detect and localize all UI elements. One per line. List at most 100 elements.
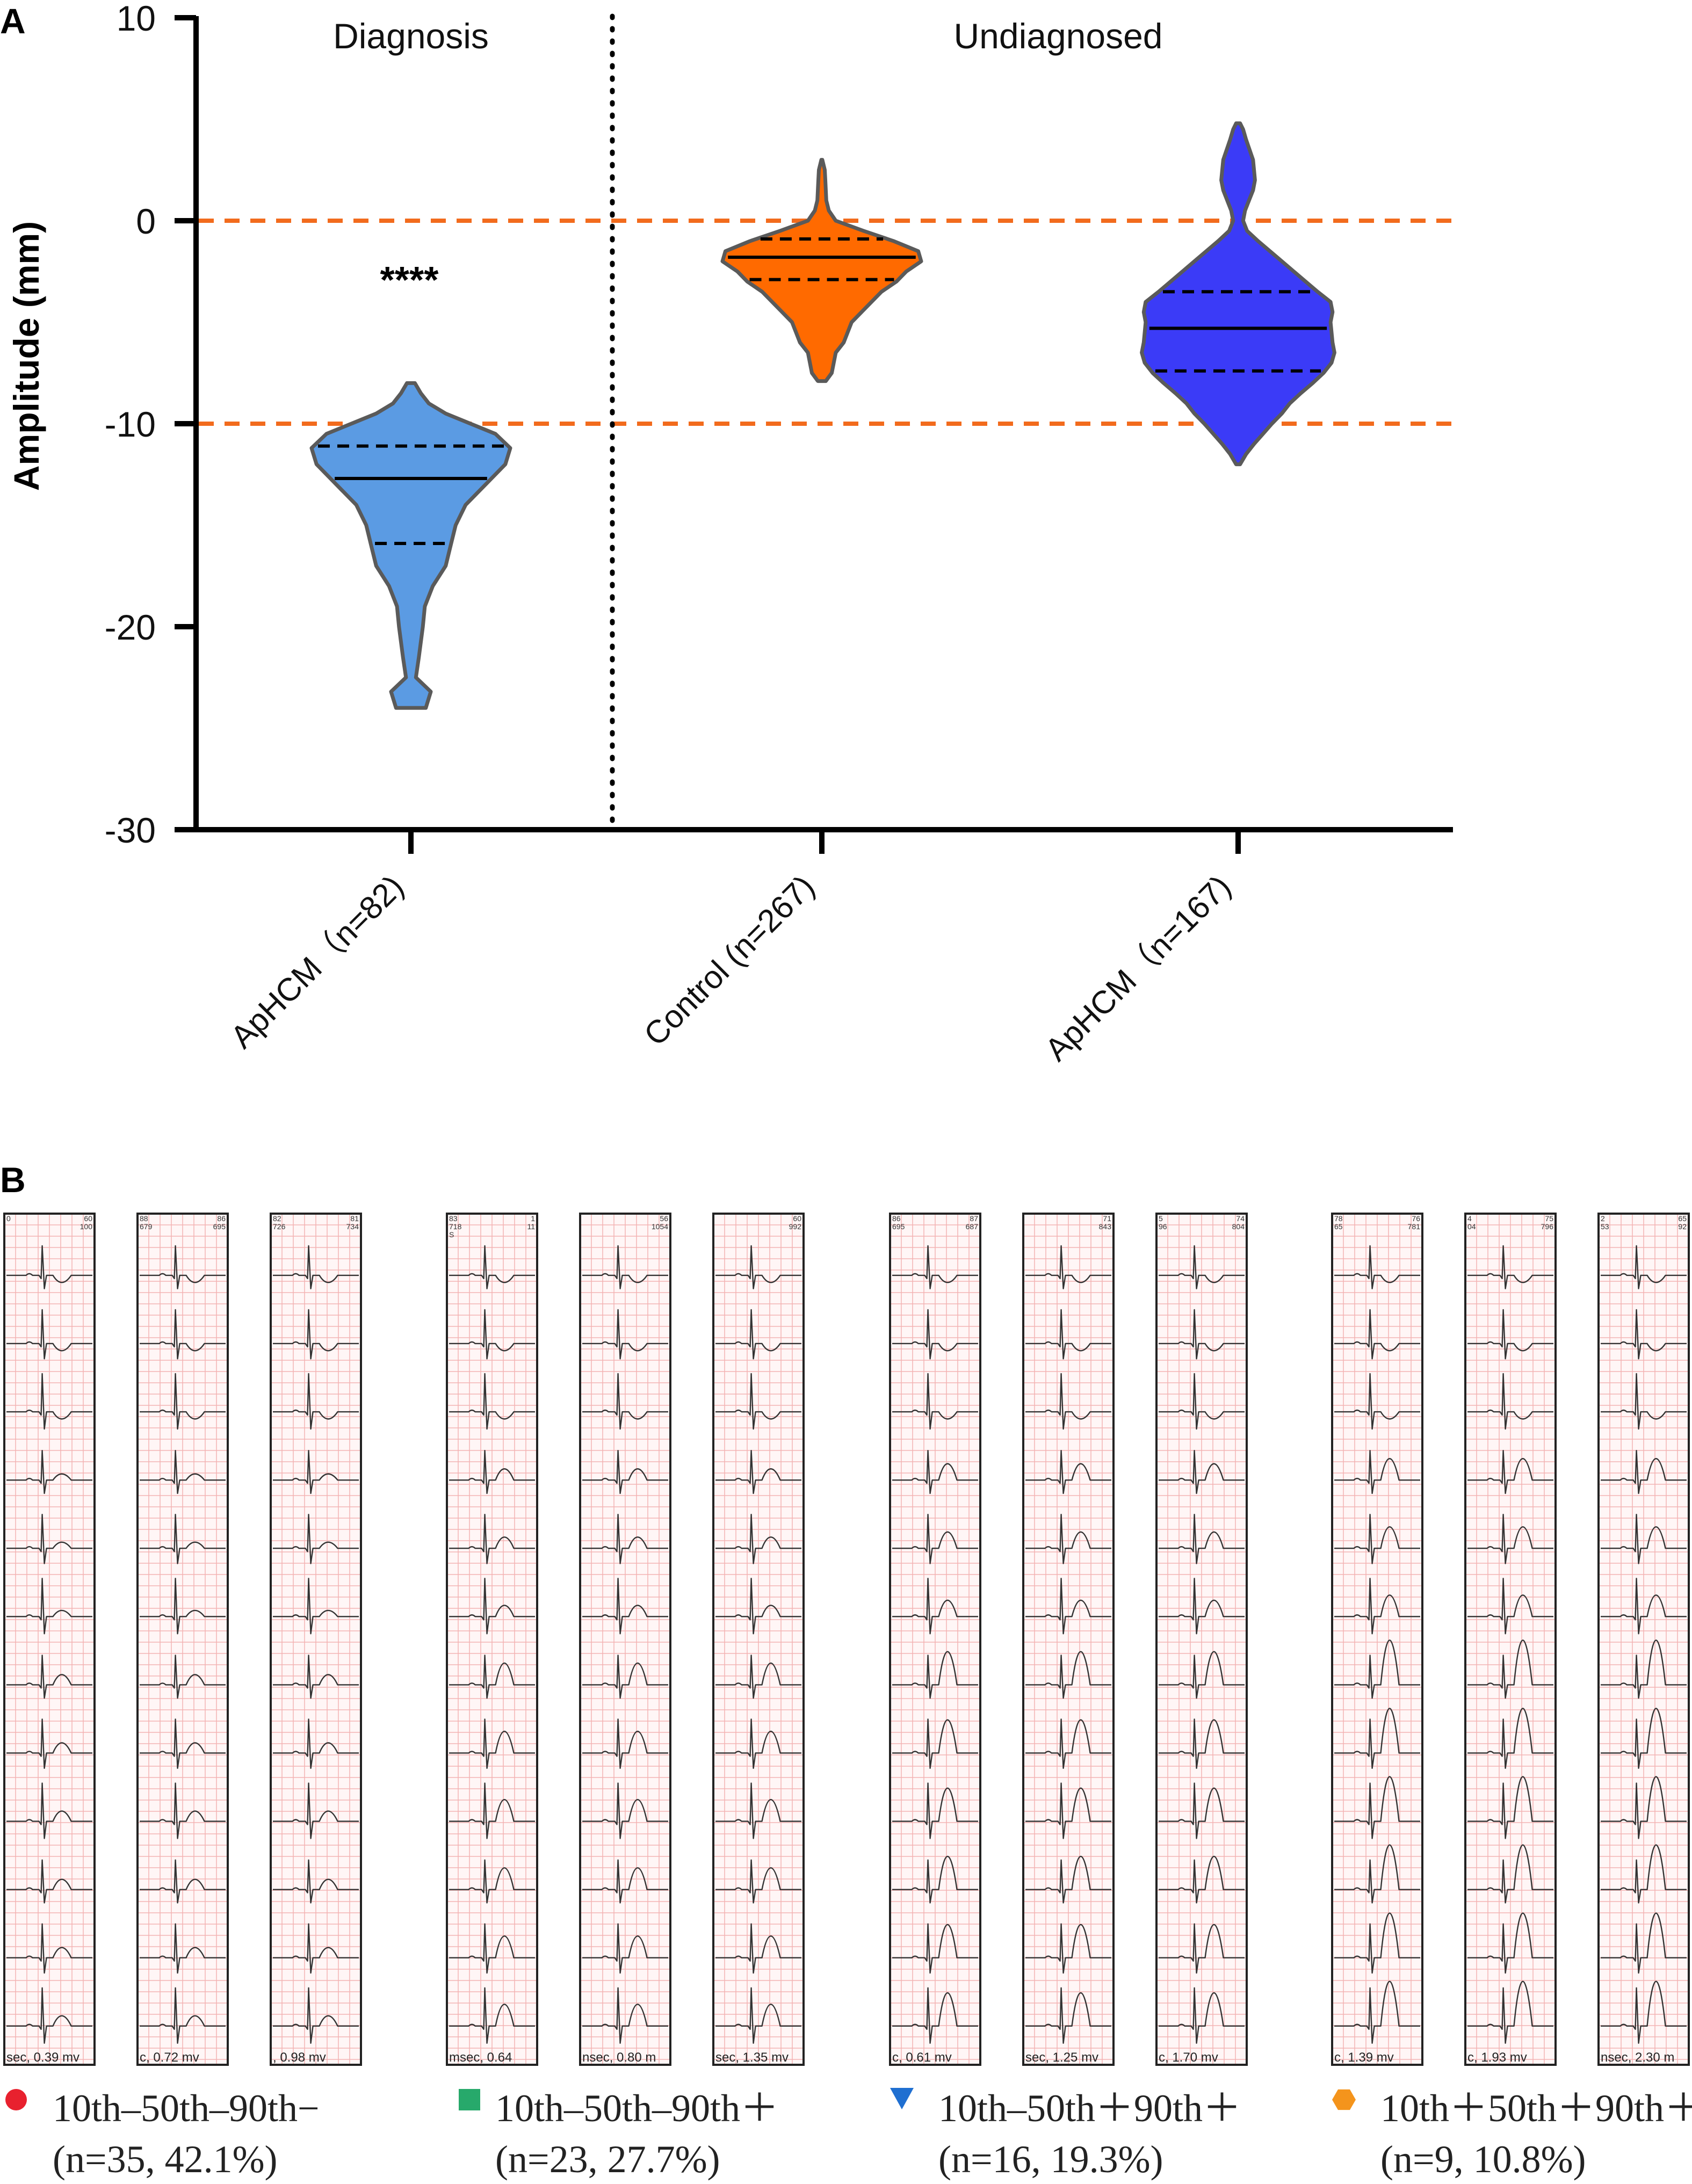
ecg-trace: [449, 1923, 535, 1974]
violins: [309, 121, 1336, 710]
ecg-trace: [715, 1245, 801, 1289]
ecg-group: 0 60 100 sec, 0.39 mv 88 679 86 695 c, 0.72 mv 82…: [3, 1213, 362, 2181]
ecg-trace: [6, 1373, 92, 1430]
ecg-trace: [715, 1578, 801, 1635]
ecg-trace: [140, 1309, 226, 1360]
ecg-trace: [1467, 1708, 1553, 1769]
ecg-header-right: 60 100: [80, 1214, 93, 1231]
ecg-frame: [1155, 1213, 1248, 2066]
ecg-strips: B 0 60 100 sec, 0.39 mv 88 679 86 695 c, 0.72 mv…: [0, 1160, 1692, 2181]
ecg-trace: [1025, 1855, 1111, 1904]
ecg-trace: [1467, 1844, 1553, 1904]
ecg-header-left: 2 53: [1601, 1214, 1609, 1231]
ecg-trace: [1334, 1245, 1420, 1289]
ecg-trace: [715, 1373, 801, 1430]
ecg-trace: [1334, 1844, 1420, 1904]
ecg-trace: [140, 1245, 226, 1289]
ecg-group: 83 718 S 1 11 msec, 0.64 56 1054 nsec, 0.80 m 60 9…: [446, 1213, 805, 2181]
ecg-trace: [582, 1655, 668, 1699]
ecg-strip: 82 726 81 734 , 0.98 mv: [270, 1213, 362, 2066]
ecg-strip: 78 65 76 781 c, 1.39 mv: [1331, 1213, 1423, 2066]
ecg-header-right: 60 992: [789, 1214, 802, 1231]
ecg-trace: [1601, 1912, 1687, 1974]
ecg-strip: 2 53 65 92 nsec, 2.30 m: [1597, 1213, 1690, 2066]
ecg-trace: [273, 1655, 359, 1699]
ecg-header-left: 88 679: [140, 1214, 153, 1231]
ecg-trace: [1025, 1373, 1111, 1430]
ecg-trace: [1601, 1514, 1687, 1564]
ecg-panel: B 0 60 100 sec, 0.39 mv 88 679 86 695 c, 0.72 mv…: [0, 1155, 1692, 2184]
ecg-header-left: 86 695: [892, 1214, 905, 1231]
ecg-header-left: 78 65: [1334, 1214, 1343, 1231]
ecg-footer: c, 0.72 mv: [140, 2050, 199, 2065]
ecg-trace: [1334, 1708, 1420, 1769]
ecg-footer: msec, 0.64: [449, 2050, 512, 2065]
ecg-trace: [582, 1578, 668, 1635]
ecg-header-left: 0: [6, 1214, 11, 1223]
ecg-strip: 88 679 86 695 c, 0.72 mv: [136, 1213, 229, 2066]
ecg-trace: [892, 1987, 978, 2044]
ecg-header-left: 5 96: [1159, 1214, 1167, 1231]
ecg-trace: [449, 1859, 535, 1904]
ecg-trace: [1334, 1912, 1420, 1974]
ecg-trace: [273, 1782, 359, 1839]
ecg-trace: [449, 1309, 535, 1360]
ecg-header-right: 71 843: [1099, 1214, 1112, 1231]
ecg-frame: [3, 1213, 96, 2066]
ecg-trace: [449, 1578, 535, 1635]
ecg-frame: [1464, 1213, 1557, 2066]
legend-hexagon-icon: [1332, 2089, 1356, 2110]
ecg-trace: [273, 1578, 359, 1635]
ecg-trace: [273, 1514, 359, 1564]
ecg-header-right: 74 804: [1232, 1214, 1245, 1231]
ecg-footer: sec, 1.35 mv: [715, 2050, 789, 2065]
ecg-trace: [582, 1987, 668, 2044]
ecg-frame: [136, 1213, 229, 2066]
ecg-trace: [1467, 1245, 1553, 1289]
ecg-trace: [1025, 1923, 1111, 1974]
ecg-trace: [6, 1655, 92, 1699]
y-ticks: 10 0 -10 -20 -30: [105, 0, 196, 850]
ecg-header-right: 65 92: [1678, 1214, 1687, 1231]
ecg-trace: [140, 1514, 226, 1564]
ecg-footer: c, 0.61 mv: [892, 2050, 952, 2065]
ecg-footer: sec, 1.25 mv: [1025, 2050, 1098, 2065]
ecg-trace: [6, 1449, 92, 1494]
ecg-trace: [715, 1718, 801, 1769]
ecg-trace: [582, 1245, 668, 1289]
ecg-trace: [1334, 1776, 1420, 1839]
ecg-trace: [6, 1987, 92, 2044]
ecg-strip: 71 843 sec, 1.25 mv: [1022, 1213, 1115, 2066]
ecg-trace: [6, 1859, 92, 1904]
ecg-header-left: 4 04: [1467, 1214, 1476, 1231]
ecg-trace: [892, 1651, 978, 1699]
ecg-footer: c, 1.70 mv: [1159, 2050, 1218, 2065]
ecg-trace: [6, 1923, 92, 1974]
violin-body: [720, 158, 923, 383]
ecg-trace: [6, 1578, 92, 1635]
ecg-footer: , 0.98 mv: [273, 2050, 326, 2065]
ecg-trace: [273, 1859, 359, 1904]
ecg-trace: [273, 1987, 359, 2044]
ecg-trace: [140, 1718, 226, 1769]
ecg-trace: [1025, 1718, 1111, 1769]
ecg-trace: [1334, 1980, 1420, 2044]
ecg-trace: [1334, 1309, 1420, 1360]
ecg-strip: 5 96 74 804 c, 1.70 mv: [1155, 1213, 1248, 2066]
legend-line2: (n=16, 19.3%): [938, 2138, 1163, 2181]
y-tick-label: 0: [136, 201, 156, 241]
violin-body: [309, 381, 512, 710]
ecg-trace: [1601, 1578, 1687, 1635]
legend-line1: 10th–50th–90th＋: [495, 2087, 779, 2130]
x-tick-label: Control (n=267): [637, 868, 821, 1053]
legend-line2: (n=9, 10.8%): [1380, 2138, 1586, 2181]
ecg-trace: [273, 1309, 359, 1360]
ecg-trace: [892, 1923, 978, 1974]
ecg-header-right: 81 734: [346, 1214, 359, 1231]
y-tick-label: 10: [117, 0, 156, 38]
ecg-trace: [582, 1373, 668, 1430]
legend-line1: 10th–50th＋90th＋: [938, 2087, 1241, 2130]
ecg-trace: [6, 1782, 92, 1839]
ecg-trace: [1467, 1309, 1553, 1360]
ecg-strip: 60 992 sec, 1.35 mv: [712, 1213, 805, 2066]
